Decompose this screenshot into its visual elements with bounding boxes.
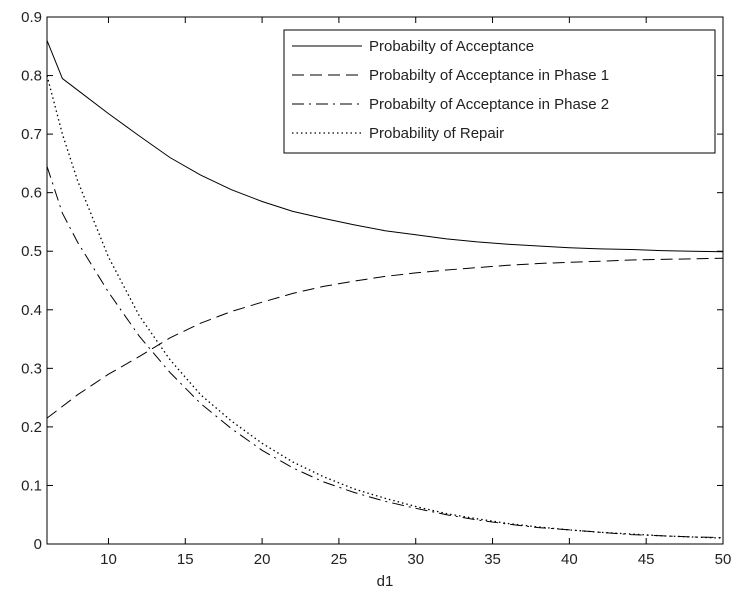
x-tick-label: 10 [100, 551, 117, 568]
legend-label-1: Probabilty of Acceptance [369, 38, 534, 55]
series-lines [46, 40, 724, 539]
x-axis-label: d1 [377, 573, 394, 590]
x-tick-label: 15 [177, 551, 194, 568]
x-tick-label: 35 [484, 551, 501, 568]
y-tick-label: 0.2 [21, 419, 42, 436]
y-tick-label: 0.5 [21, 243, 42, 260]
legend: Probabilty of Acceptance Probabilty of Ac… [283, 29, 716, 154]
y-tick-label: 0.1 [21, 477, 42, 494]
x-tick-label: 20 [254, 551, 271, 568]
y-tick-label: 0.4 [21, 302, 42, 319]
x-tick-label: 40 [561, 551, 578, 568]
y-tick-label: 0.3 [21, 360, 42, 377]
axis-ticks: 10 15 20 25 30 35 40 45 50 0 0.1 0.2 0.3 0.4 0.5 0.6 0.7… [21, 9, 731, 568]
legend-label-2: Probabilty of Acceptance in Phase 1 [369, 67, 609, 84]
x-tick-label: 25 [331, 551, 348, 568]
x-tick-label: 30 [407, 551, 424, 568]
y-tick-label: 0 [34, 536, 42, 553]
y-tick-label: 0.8 [21, 68, 42, 85]
legend-label-3: Probabilty of Acceptance in Phase 2 [369, 96, 609, 113]
x-tick-label: 50 [715, 551, 732, 568]
y-tick-label: 0.9 [21, 9, 42, 26]
series-line-1 [46, 40, 724, 253]
series-line-3 [46, 166, 724, 539]
legend-label-4: Probability of Repair [369, 125, 504, 142]
y-tick-label: 0.7 [21, 126, 42, 143]
y-tick-label: 0.6 [21, 185, 42, 202]
x-tick-label: 45 [638, 551, 655, 568]
